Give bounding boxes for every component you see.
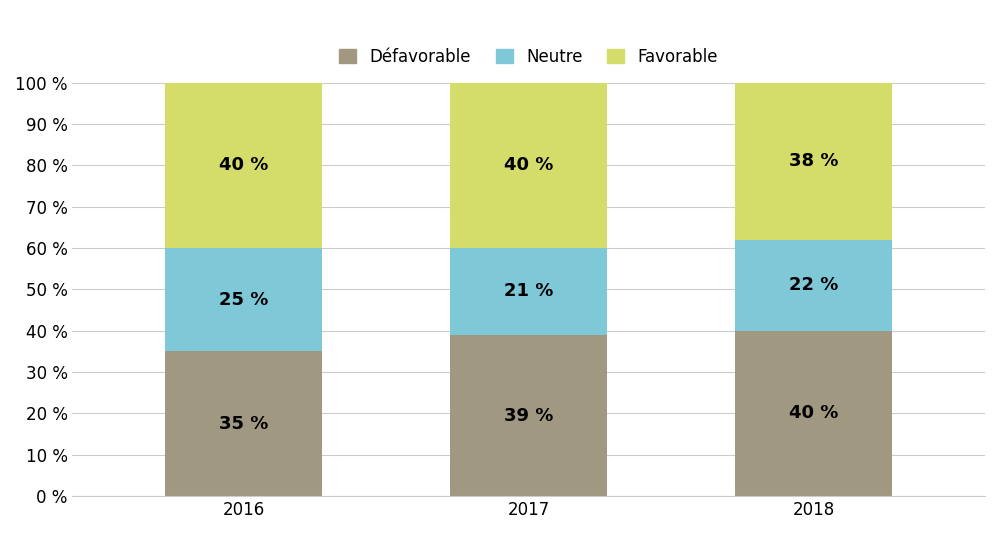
Text: 22 %: 22 % (789, 276, 839, 294)
Bar (165, 248, 322, 351)
Bar (450, 335, 607, 496)
Text: 39 %: 39 % (504, 406, 553, 425)
Text: 25 %: 25 % (219, 290, 268, 309)
Bar (735, 83, 892, 240)
Bar (450, 248, 607, 335)
Bar (450, 83, 607, 248)
Text: 38 %: 38 % (789, 152, 839, 170)
Text: 21 %: 21 % (504, 282, 553, 301)
Bar (735, 331, 892, 496)
Bar (165, 351, 322, 496)
Bar (165, 83, 322, 248)
Text: 35 %: 35 % (219, 415, 268, 433)
Text: 40 %: 40 % (789, 404, 839, 422)
Text: 40 %: 40 % (219, 156, 268, 175)
Bar (735, 240, 892, 331)
Legend: Défavorable, Neutre, Favorable: Défavorable, Neutre, Favorable (333, 42, 725, 73)
Text: 40 %: 40 % (504, 156, 553, 175)
